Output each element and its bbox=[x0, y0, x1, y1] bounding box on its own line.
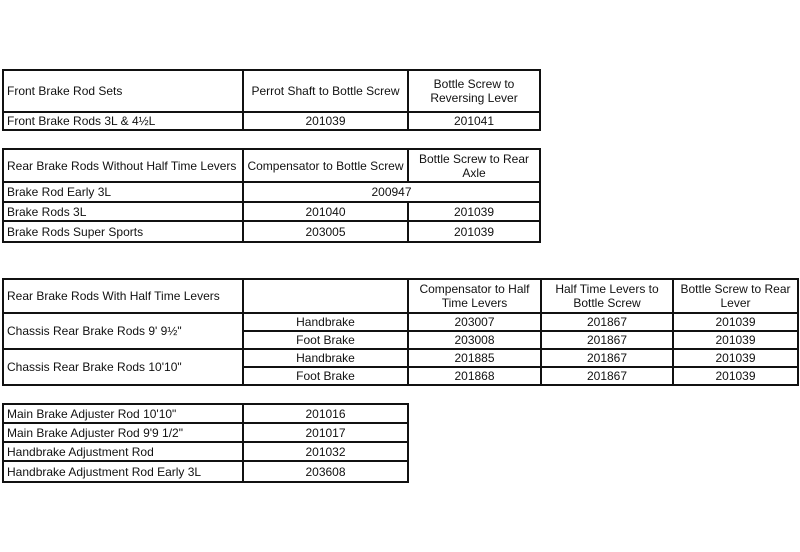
part-number: 201039 bbox=[242, 111, 409, 131]
brake-type: Handbrake bbox=[242, 348, 409, 368]
adjuster-rod-table: Main Brake Adjuster Rod 10'10" 201016 Ma… bbox=[2, 403, 409, 483]
table-row: Brake Rods 3L 201040 201039 bbox=[2, 201, 541, 222]
row-label: Chassis Rear Brake Rods 9' 9½" bbox=[2, 312, 244, 350]
row-label: Brake Rods 3L bbox=[2, 201, 244, 222]
part-number: 201016 bbox=[242, 403, 409, 424]
table-row: Handbrake Adjustment Rod 201032 bbox=[2, 441, 409, 462]
part-number: 201040 bbox=[242, 201, 409, 222]
header-row: Rear Brake Rods With Half Time Levers Co… bbox=[2, 278, 799, 314]
brake-type: Foot Brake bbox=[242, 366, 409, 386]
table-row: Chassis Rear Brake Rods 9' 9½" Handbrake… bbox=[2, 312, 799, 350]
part-number: 201039 bbox=[672, 330, 799, 350]
table-row: Front Brake Rods 3L & 4½L 201039 201041 bbox=[2, 111, 541, 131]
part-number: 203005 bbox=[242, 220, 409, 243]
row-label: Main Brake Adjuster Rod 9'9 1/2" bbox=[2, 422, 244, 443]
header-row: Front Brake Rod Sets Perrot Shaft to Bot… bbox=[2, 69, 541, 113]
part-number: 201867 bbox=[540, 348, 674, 368]
table-row: Main Brake Adjuster Rod 10'10" 201016 bbox=[2, 403, 409, 424]
part-number: 201017 bbox=[242, 422, 409, 443]
part-number: 203608 bbox=[242, 460, 409, 483]
part-number: 201885 bbox=[407, 348, 542, 368]
part-number: 203008 bbox=[407, 330, 542, 350]
brake-type: Handbrake bbox=[242, 312, 409, 332]
part-number: 201041 bbox=[407, 111, 541, 131]
part-number: 201039 bbox=[672, 366, 799, 386]
header-row: Rear Brake Rods Without Half Time Levers… bbox=[2, 148, 541, 183]
part-number: 201868 bbox=[407, 366, 542, 386]
row-label: Handbrake Adjustment Rod bbox=[2, 441, 244, 462]
row-label: Front Brake Rods 3L & 4½L bbox=[2, 111, 244, 131]
row-label: Handbrake Adjustment Rod Early 3L bbox=[2, 460, 244, 483]
header-cell: Half Time Levers to Bottle Screw bbox=[540, 278, 674, 314]
part-number: 201867 bbox=[540, 312, 674, 332]
row-label: Chassis Rear Brake Rods 10'10" bbox=[2, 348, 244, 386]
header-cell: Compensator to Bottle Screw bbox=[242, 148, 409, 183]
rear-brake-rods-with-half-time-table: Rear Brake Rods With Half Time Levers Co… bbox=[2, 278, 799, 386]
table-row: Brake Rods Super Sports 203005 201039 bbox=[2, 220, 541, 243]
part-number: 201867 bbox=[540, 366, 674, 386]
table-row: Handbrake Adjustment Rod Early 3L 203608 bbox=[2, 460, 409, 483]
part-number: 201039 bbox=[407, 220, 541, 243]
part-number: 201039 bbox=[672, 348, 799, 368]
brake-type: Foot Brake bbox=[242, 330, 409, 350]
table-row: Foot Brake 201868 201867 201039 bbox=[3, 366, 799, 386]
part-number: 200947 bbox=[242, 181, 541, 203]
rear-brake-rods-without-half-time-table: Rear Brake Rods Without Half Time Levers… bbox=[2, 148, 541, 243]
header-cell: Compensator to Half Time Levers bbox=[407, 278, 542, 314]
header-cell: Perrot Shaft to Bottle Screw bbox=[242, 69, 409, 113]
row-label: Brake Rods Super Sports bbox=[2, 220, 244, 243]
part-number: 201032 bbox=[242, 441, 409, 462]
header-cell bbox=[242, 278, 409, 314]
part-number: 201867 bbox=[540, 330, 674, 350]
header-cell: Rear Brake Rods With Half Time Levers bbox=[2, 278, 244, 314]
part-number: 203007 bbox=[407, 312, 542, 332]
header-cell: Front Brake Rod Sets bbox=[2, 69, 244, 113]
row-label: Main Brake Adjuster Rod 10'10" bbox=[2, 403, 244, 424]
header-cell: Bottle Screw to Rear Axle bbox=[407, 148, 541, 183]
part-number: 201039 bbox=[672, 312, 799, 332]
part-number: 201039 bbox=[407, 201, 541, 222]
header-cell: Bottle Screw to Rear Lever bbox=[672, 278, 799, 314]
table-row: Chassis Rear Brake Rods 10'10" Handbrake… bbox=[2, 348, 799, 386]
table-row: Main Brake Adjuster Rod 9'9 1/2" 201017 bbox=[2, 422, 409, 443]
header-cell: Rear Brake Rods Without Half Time Levers bbox=[2, 148, 244, 183]
front-brake-rod-table: Front Brake Rod Sets Perrot Shaft to Bot… bbox=[2, 69, 541, 131]
row-label: Brake Rod Early 3L bbox=[2, 181, 244, 203]
header-cell: Bottle Screw to Reversing Lever bbox=[407, 69, 541, 113]
table-row: Brake Rod Early 3L 200947 bbox=[2, 181, 541, 203]
table-row: Foot Brake 203008 201867 201039 bbox=[3, 330, 799, 350]
